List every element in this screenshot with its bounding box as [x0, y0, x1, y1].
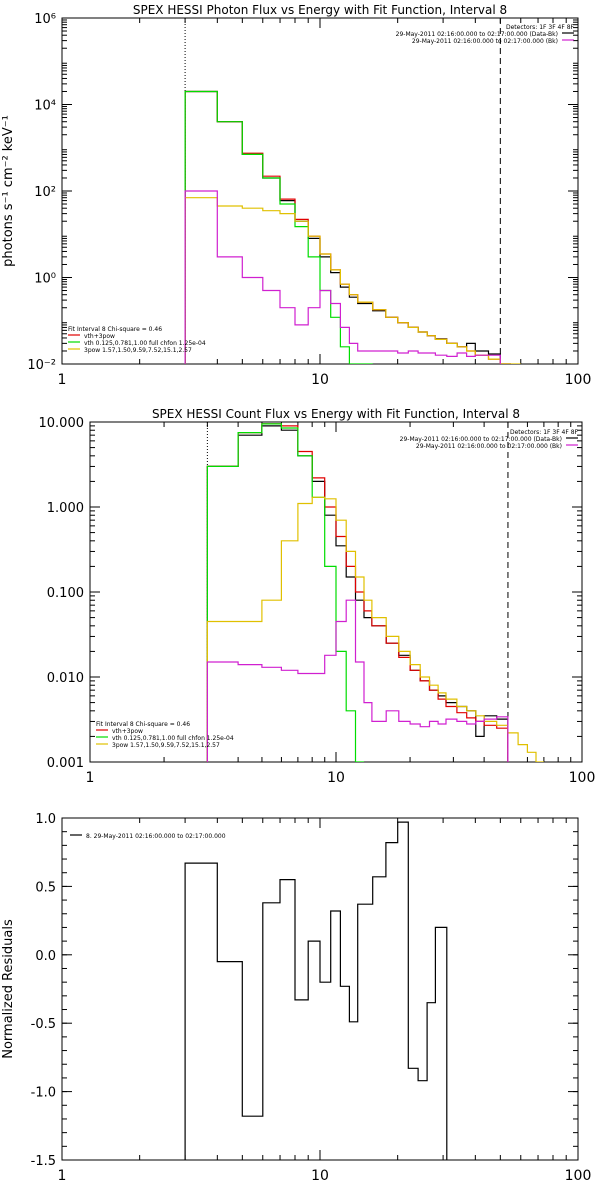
y-tick-label: 0.0 [35, 949, 56, 964]
chart-title: SPEX HESSI Count Flux vs Energy with Fit… [152, 407, 520, 421]
y-tick-label: 10⁴ [34, 99, 56, 114]
y-axis-label: Normalized Residuals [1, 919, 16, 1059]
series-bk-histogram [184, 190, 501, 364]
x-tick-label: 100 [565, 1168, 592, 1184]
x-tick-label: 100 [569, 770, 596, 786]
legend-entry: vth 0.125,0.781,1.00 full chfon 1.25e-04 [112, 735, 234, 742]
legend-entry: 8. 29-May-2011 02:16:00.000 to 02:17:00.… [86, 833, 226, 840]
plot-area [206, 423, 544, 762]
y-tick-label: 0.010 [47, 671, 84, 686]
count-flux-panel: SPEX HESSI Count Flux vs Energy with Fit… [39, 407, 596, 786]
series-data-bk-histogram [206, 425, 509, 762]
legend-entry: 29-May-2011 02:16:00.000 to 02:17:00.000… [416, 443, 562, 450]
legend-entry: 3pow 1.57,1.50,9.59,7.52,15.1,2.57 [112, 742, 220, 749]
y-tick-label: 0.5 [35, 880, 56, 895]
y-tick-label: 10.000 [39, 416, 85, 431]
y-tick-label: -1.0 [31, 1086, 56, 1101]
series-vth-histogram [184, 90, 373, 364]
series-bk-histogram [206, 599, 509, 762]
y-axis-label: photons s⁻¹ cm⁻² keV⁻¹ [1, 115, 16, 267]
y-tick-label: 10⁻² [27, 358, 56, 373]
legend-title: Fit Interval 8 Chi-square = 0.46 [96, 721, 190, 728]
y-tick-label: -1.5 [31, 1154, 56, 1169]
legend-entry: vth+3pow [84, 333, 115, 340]
legend-title: Fit Interval 8 Chi-square = 0.46 [68, 326, 162, 333]
x-tick-label: 10 [327, 770, 345, 786]
y-tick-label: 0.100 [47, 586, 84, 601]
y-tick-label: 10⁰ [34, 272, 56, 287]
legend-title: Detectors: 1F 3F 4F 8F [510, 429, 579, 436]
legend-entry: vth+3pow [112, 728, 143, 735]
legend-entry: 29-May-2011 02:16:00.000 to 02:17:00.000… [400, 436, 562, 443]
series-vth-histogram [206, 423, 364, 762]
legend-entry: 3pow 1.57,1.50,9.59,7.52,15.1,2.57 [84, 347, 192, 354]
plot-frame [61, 817, 579, 1161]
series-3pow-histogram [206, 496, 544, 762]
series-3pow-histogram [184, 197, 521, 364]
y-tick-label: 10⁶ [34, 12, 56, 27]
legend-entry: 29-May-2011 02:16:00.000 to 02:17:00.000… [396, 31, 558, 38]
x-tick-label: 100 [565, 372, 592, 388]
y-tick-label: -0.5 [31, 1017, 56, 1032]
x-tick-label: 1 [58, 372, 67, 388]
series-residuals-histogram [184, 821, 448, 1160]
x-tick-label: 10 [311, 372, 329, 388]
photon-flux-panel: SPEX HESSI Photon Flux vs Energy with Fi… [1, 3, 591, 388]
plot-area [184, 90, 521, 364]
y-tick-label: 0.001 [47, 756, 84, 771]
x-tick-label: 10 [311, 1168, 329, 1184]
residuals-panel: Normalized Residuals 1 10 100 -1.5 -1.0 -0.5 0.… [1, 812, 591, 1184]
plot-area [184, 821, 448, 1160]
y-tick-label: 10² [34, 185, 56, 200]
y-tick-label: 1.000 [47, 501, 84, 516]
chart-title: SPEX HESSI Photon Flux vs Energy with Fi… [133, 3, 507, 17]
series-vth-3pow-histogram [206, 423, 509, 762]
x-tick-label: 1 [86, 770, 95, 786]
legend-entry: 29-May-2011 02:16:00.000 to 02:17:00.000… [412, 38, 558, 45]
series-vth-3pow-histogram [184, 90, 511, 364]
x-tick-label: 1 [58, 1168, 67, 1184]
legend-title: Detectors: 1F 3F 4F 8F [506, 24, 575, 31]
series-data-bk-histogram [184, 90, 511, 364]
y-tick-label: 1.0 [35, 812, 56, 827]
legend-entry: vth 0.125,0.781,1.00 full chfon 1.25e-04 [84, 340, 206, 347]
